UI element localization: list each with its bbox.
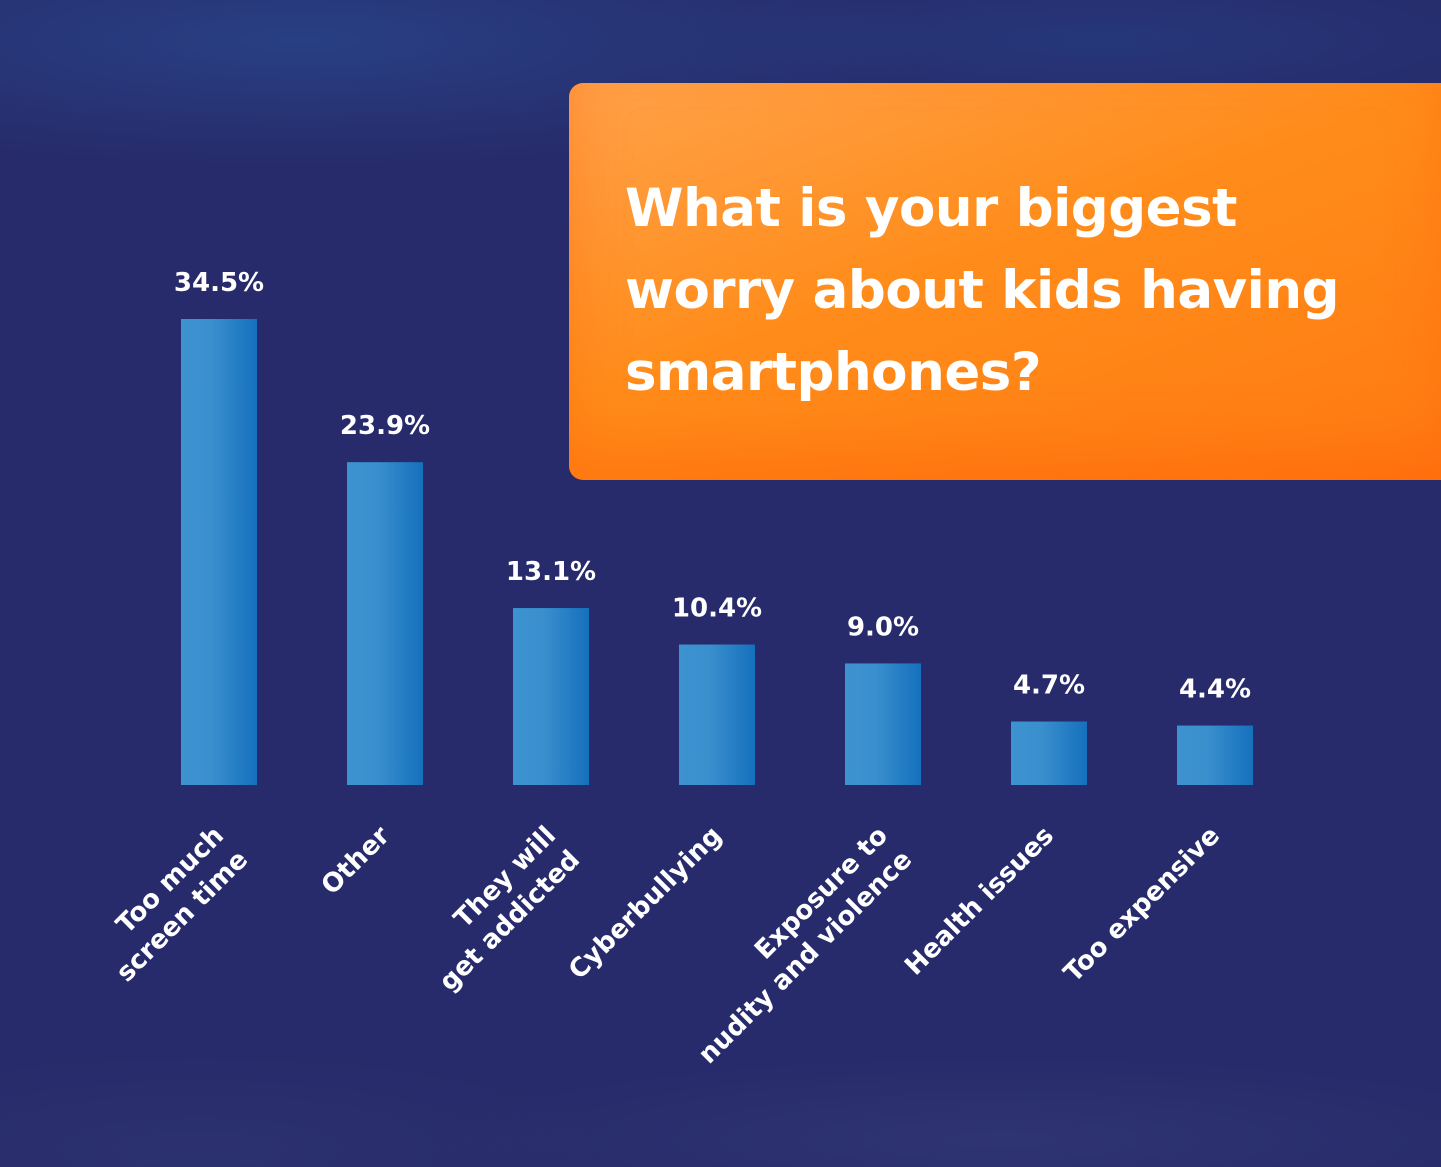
value-label-2: 13.1% (506, 557, 596, 587)
value-label-0: 34.5% (174, 268, 264, 298)
bar-6 (1177, 725, 1253, 785)
value-label-1: 23.9% (340, 411, 430, 441)
bar-2 (513, 608, 589, 785)
category-label-6: Too expensive (1058, 821, 1226, 989)
category-label-1-line-0: Other (316, 821, 396, 901)
title-box (569, 83, 1441, 480)
category-label-3: Cyberbullying (563, 821, 728, 986)
bar-1 (347, 462, 423, 785)
bars-layer (181, 319, 1253, 785)
bar-5 (1011, 721, 1087, 785)
bar-4 (845, 663, 921, 785)
category-label-6-line-0: Too expensive (1058, 821, 1226, 989)
chart-title: What is your biggest worry about kids ha… (625, 178, 1340, 403)
value-label-6: 4.4% (1179, 675, 1251, 705)
value-label-4: 9.0% (847, 612, 919, 642)
value-label-3: 10.4% (672, 594, 762, 624)
bar-0 (181, 319, 257, 785)
category-label-4-line-1: nudity and violence (693, 845, 918, 1070)
value-labels-layer: 34.5% 23.9% 13.1% 10.4% 9.0% 4.7% 4.4% (174, 268, 1251, 705)
category-label-5-line-0: Health issues (899, 821, 1060, 982)
bar-3 (679, 644, 755, 785)
category-label-5: Health issues (899, 821, 1060, 982)
category-label-3-line-0: Cyberbullying (563, 821, 728, 986)
value-label-5: 4.7% (1013, 671, 1085, 701)
category-label-1: Other (316, 821, 396, 901)
